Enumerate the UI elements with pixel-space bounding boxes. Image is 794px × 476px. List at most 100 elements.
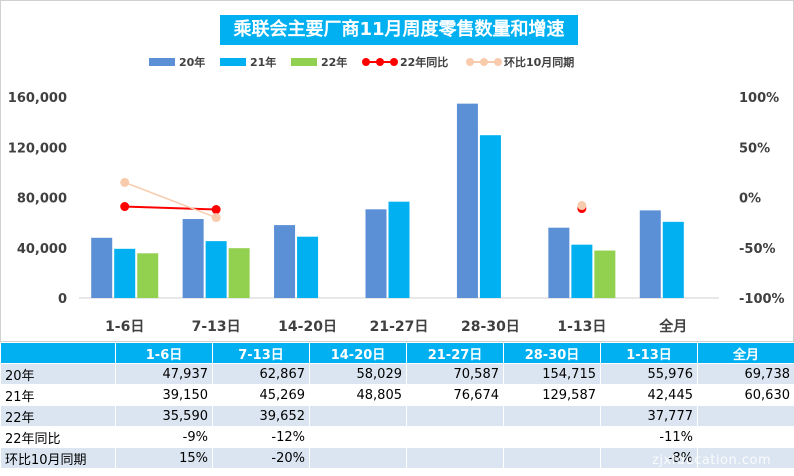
line-point — [120, 177, 130, 187]
series-line — [124, 181, 217, 219]
legend-label: 22年同比 — [400, 55, 448, 69]
chart-title: 乘联会主要厂商11月周度零售数量和增速 — [220, 15, 578, 45]
legend-swatch — [220, 58, 246, 66]
table-cell — [406, 447, 504, 469]
bar — [297, 236, 319, 298]
table-header-cell: 1-13日 — [600, 342, 698, 364]
table-cell — [697, 405, 794, 427]
x-tick-label: 1-13日 — [557, 319, 606, 335]
table-row: 22年 35,590 39,652 37,777 — [0, 405, 794, 427]
table-cell: 70,587 — [406, 363, 504, 385]
legend-marker — [466, 58, 474, 66]
table-header-cell: 14-20日 — [309, 342, 407, 364]
table-header-cell — [0, 342, 116, 364]
bar — [137, 253, 159, 298]
bar — [228, 248, 250, 298]
table-cell: -11% — [600, 426, 698, 448]
legend-label: 22年 — [321, 55, 347, 69]
table-cell: 35,590 — [115, 405, 213, 427]
table-cell: -9% — [115, 426, 213, 448]
table-cell — [406, 405, 504, 427]
line-point — [211, 205, 221, 215]
bar — [91, 237, 113, 298]
legend-label: 21年 — [250, 55, 276, 69]
table-cell: 48,805 — [309, 384, 407, 406]
table-cell: 76,674 — [406, 384, 504, 406]
y2-tick-label: 100% — [739, 91, 779, 106]
x-tick-label: 21-27日 — [370, 319, 429, 335]
y-tick-label: 80,000 — [17, 192, 67, 207]
table-cell: 55,976 — [600, 363, 698, 385]
chart-svg: 0 40,000 80,000 120,000 160,000 -100% -50% 0% 50… — [8, 55, 785, 335]
x-tick-label: 1-6日 — [105, 319, 144, 335]
bar — [365, 209, 387, 298]
x-tick-label: 全月 — [658, 318, 687, 335]
table-header-cell: 1-6日 — [115, 342, 213, 364]
watermark: zjxfducation.com — [652, 453, 772, 468]
row-label: 21年 — [0, 384, 116, 406]
table-cell — [309, 447, 407, 469]
table-cell — [503, 405, 601, 427]
table-cell — [309, 426, 407, 448]
y-tick-label: 160,000 — [8, 91, 67, 106]
chart-area: 0 40,000 80,000 120,000 160,000 -100% -50% 0% 50… — [0, 0, 794, 342]
bar — [114, 248, 136, 298]
legend-marker — [362, 58, 370, 66]
legend-label: 环比10月同期 — [504, 55, 574, 69]
y2-tick-label: 50% — [739, 141, 770, 156]
table-cell: 15% — [115, 447, 213, 469]
bar — [388, 201, 410, 298]
table-cell: -12% — [212, 426, 310, 448]
legend-marker — [390, 58, 398, 66]
table-cell: 42,445 — [600, 384, 698, 406]
table-cell — [503, 447, 601, 469]
table-header-cell: 7-13日 — [212, 342, 310, 364]
bar — [479, 135, 501, 298]
table-cell — [309, 405, 407, 427]
table-row: 22年同比 -9% -12% -11% — [0, 426, 794, 448]
bar — [205, 241, 227, 298]
legend-marker — [376, 58, 384, 66]
legend-swatch — [149, 58, 175, 66]
x-tick-label: 14-20日 — [278, 319, 337, 335]
row-label: 22年同比 — [0, 426, 116, 448]
table-header-row: 1-6日 7-13日 14-20日 21-27日 28-30日 1-13日 全月 — [0, 342, 794, 364]
table-cell: 45,269 — [212, 384, 310, 406]
bar — [456, 103, 478, 298]
table-cell: 37,777 — [600, 405, 698, 427]
bar — [571, 244, 593, 298]
table-cell: 69,738 — [697, 363, 794, 385]
y-tick-label: 120,000 — [8, 141, 67, 156]
bar — [594, 250, 616, 298]
x-tick-label: 28-30日 — [461, 319, 520, 335]
bar — [662, 221, 684, 298]
table-cell: 39,652 — [212, 405, 310, 427]
table-cell: 47,937 — [115, 363, 213, 385]
bar — [182, 219, 204, 298]
y-tick-label: 40,000 — [17, 242, 67, 257]
legend-marker — [480, 58, 488, 66]
data-table: 1-6日 7-13日 14-20日 21-27日 28-30日 1-13日 全月… — [0, 342, 794, 469]
bar — [639, 210, 661, 298]
table-row: 20年 47,937 62,867 58,029 70,587 154,715 … — [0, 363, 794, 385]
line-point — [120, 202, 130, 212]
y2-tick-label: -50% — [739, 242, 776, 257]
x-tick-label: 7-13日 — [192, 319, 241, 335]
table-cell — [406, 426, 504, 448]
table-cell — [697, 426, 794, 448]
y2-tick-label: -100% — [739, 292, 785, 307]
table-cell: 154,715 — [503, 363, 601, 385]
table-cell: -20% — [212, 447, 310, 469]
legend-swatch — [291, 58, 317, 66]
row-label: 22年 — [0, 405, 116, 427]
table-cell: 62,867 — [212, 363, 310, 385]
row-label: 环比10月同期 — [0, 447, 116, 469]
row-label: 20年 — [0, 363, 116, 385]
table-cell: 39,150 — [115, 384, 213, 406]
table-cell: 129,587 — [503, 384, 601, 406]
y-tick-label: 0 — [58, 292, 67, 307]
table-cell: 58,029 — [309, 363, 407, 385]
bar — [548, 227, 570, 298]
table-cell — [503, 426, 601, 448]
bar — [274, 225, 296, 298]
